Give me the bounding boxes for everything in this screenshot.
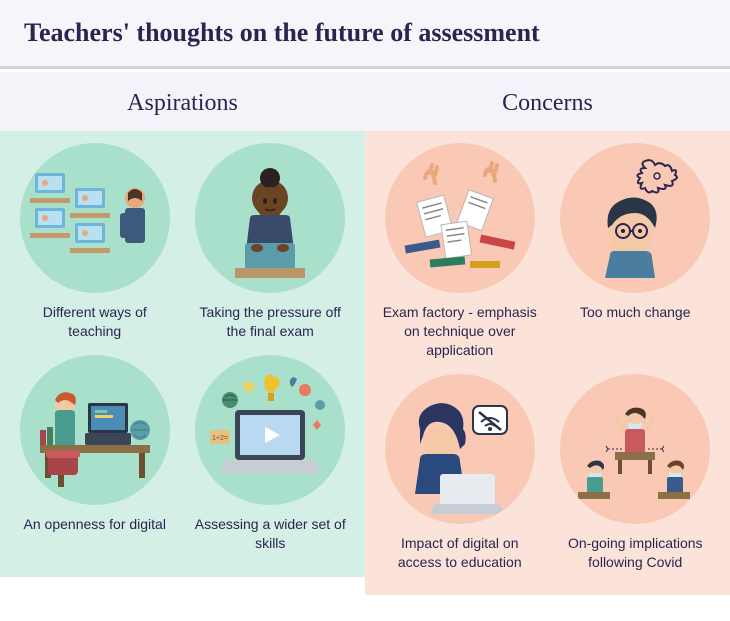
column-aspirations: Aspirations bbox=[0, 72, 365, 595]
column-concerns: Concerns bbox=[365, 72, 730, 595]
item-covid-implications: On-going implications following Covid bbox=[553, 374, 719, 572]
item-too-much-change: Too much change bbox=[553, 143, 719, 360]
item-label: On-going implications following Covid bbox=[555, 534, 715, 572]
column-header-aspirations: Aspirations bbox=[0, 72, 365, 131]
grid-aspirations: Different ways of teaching bbox=[12, 143, 353, 553]
no-wifi-stress-icon bbox=[385, 374, 535, 524]
item-different-teaching: Different ways of teaching bbox=[12, 143, 178, 341]
masked-classroom-icon bbox=[560, 374, 710, 524]
item-openness-digital: An openness for digital bbox=[12, 355, 178, 553]
item-digital-access: Impact of digital on access to education bbox=[377, 374, 543, 572]
column-header-concerns: Concerns bbox=[365, 72, 730, 131]
item-label: Assessing a wider set of skills bbox=[190, 515, 350, 553]
item-label: Taking the pressure off the final exam bbox=[190, 303, 350, 341]
item-label: Too much change bbox=[580, 303, 691, 322]
laptop-skills-icon: 1+2= bbox=[195, 355, 345, 505]
item-label: Impact of digital on access to education bbox=[380, 534, 540, 572]
item-wider-skills: 1+2= Assessing a wider set of skills bbox=[188, 355, 354, 553]
student-relaxed-icon bbox=[195, 143, 345, 293]
columns: Aspirations bbox=[0, 72, 730, 595]
svg-text:1+2=: 1+2= bbox=[212, 435, 228, 442]
column-body-concerns: Exam factory - emphasis on technique ove… bbox=[365, 131, 730, 595]
page-title: Teachers' thoughts on the future of asse… bbox=[24, 18, 706, 48]
item-label: Exam factory - emphasis on technique ove… bbox=[380, 303, 540, 360]
confused-person-icon bbox=[560, 143, 710, 293]
title-bar: Teachers' thoughts on the future of asse… bbox=[0, 0, 730, 69]
item-pressure-off: Taking the pressure off the final exam bbox=[188, 143, 354, 341]
item-label: An openness for digital bbox=[24, 515, 166, 534]
classroom-screens-icon bbox=[20, 143, 170, 293]
item-exam-factory: Exam factory - emphasis on technique ove… bbox=[377, 143, 543, 360]
grid-concerns: Exam factory - emphasis on technique ove… bbox=[377, 143, 718, 571]
student-desk-laptop-icon bbox=[20, 355, 170, 505]
column-body-aspirations: Different ways of teaching bbox=[0, 131, 365, 577]
exam-papers-chaos-icon bbox=[385, 143, 535, 293]
item-label: Different ways of teaching bbox=[15, 303, 175, 341]
